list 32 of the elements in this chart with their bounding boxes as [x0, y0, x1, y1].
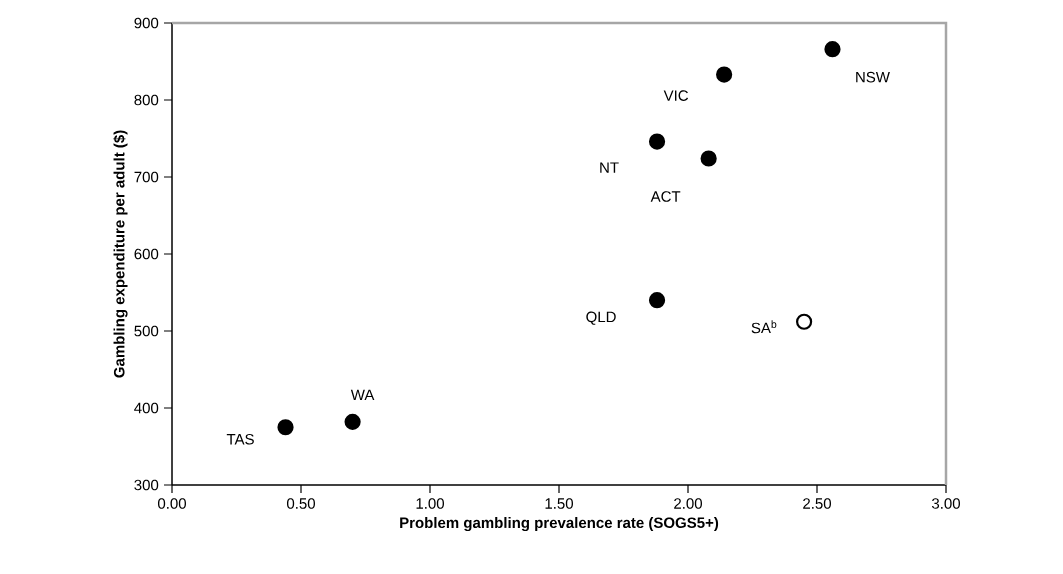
y-tick-label: 500 [134, 325, 159, 337]
x-tick-label: 1.00 [416, 498, 444, 509]
x-tick-label: 3.00 [931, 498, 960, 509]
y-tick-label: 600 [134, 248, 159, 260]
point [344, 413, 361, 430]
point [648, 133, 666, 150]
x-tick-label: 1.50 [545, 498, 573, 509]
x-tick-label: 2.50 [803, 498, 831, 509]
annotation: QLD [586, 311, 616, 325]
x-tick-label: 2.00 [674, 498, 702, 509]
y-tick-label: 800 [134, 94, 159, 106]
point [796, 313, 813, 330]
annotation: NSW [856, 71, 890, 83]
point [716, 66, 733, 83]
x-tick-label: 0.50 [286, 498, 315, 509]
x-axis-title: Problem gambling prevalence rate (SOGS5+) [400, 517, 719, 532]
annotation: NT [600, 162, 619, 173]
annotation: SA$^{b}$ [751, 320, 777, 334]
annotation: WA [350, 389, 375, 401]
y-tick-label: 400 [134, 402, 159, 414]
annotation: ACT [650, 191, 681, 202]
point [700, 150, 717, 167]
y-tick-label: 700 [134, 171, 159, 183]
point [277, 419, 294, 436]
x-tick-label: 0.00 [157, 498, 186, 509]
annotation: VIC [663, 90, 689, 101]
point [824, 41, 841, 58]
y-tick-label: 900 [134, 17, 159, 29]
y-axis-title: Gambling expenditure per adult ($) [113, 130, 128, 378]
annotation: TAS [226, 433, 254, 445]
y-tick-label: 300 [134, 479, 159, 491]
point [648, 292, 666, 309]
